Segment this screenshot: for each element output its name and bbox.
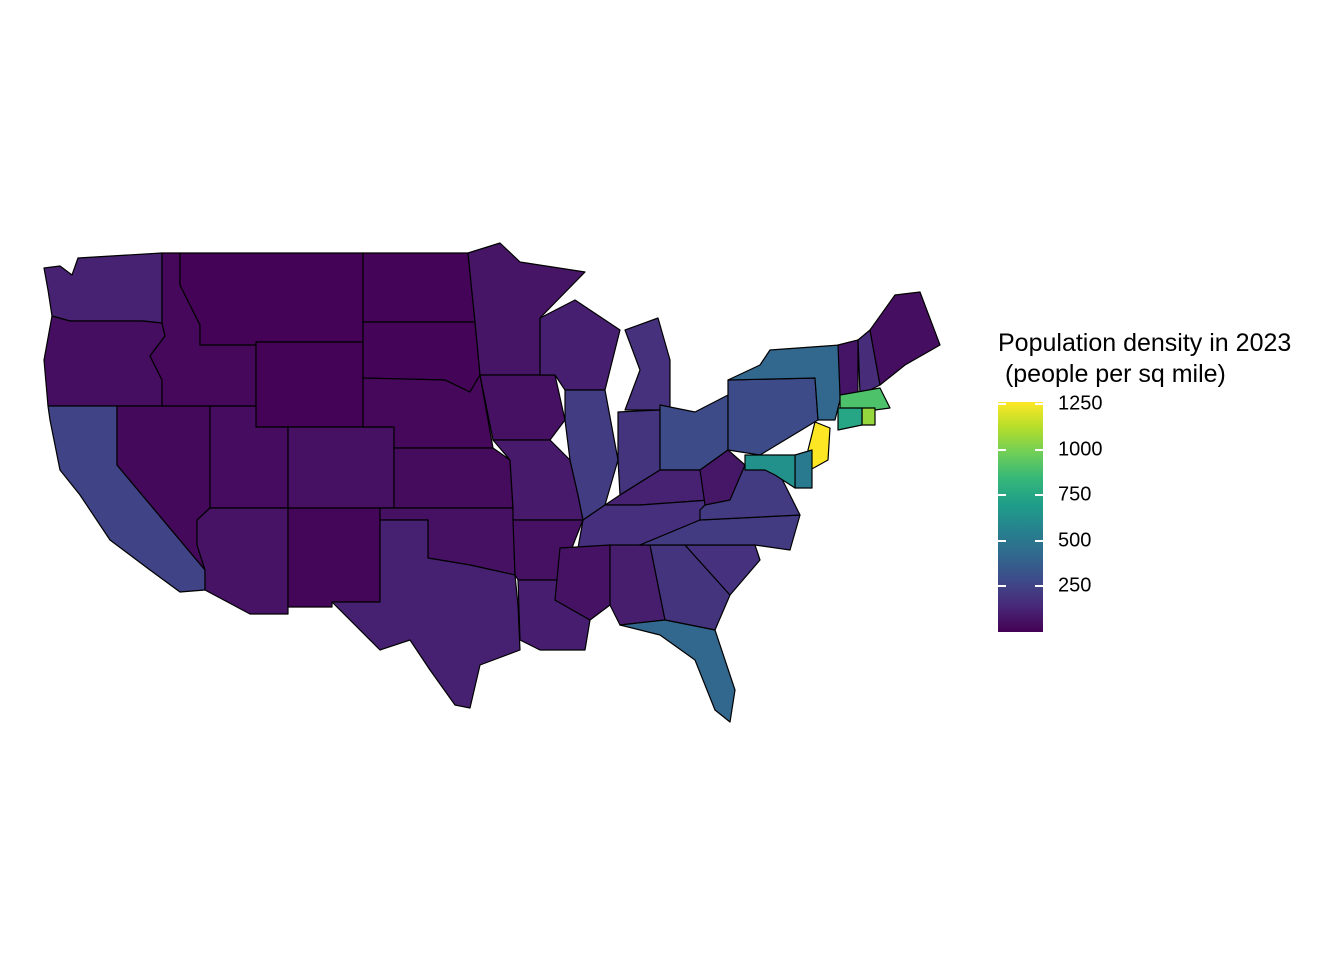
legend-tick-label: 1250 bbox=[1058, 392, 1103, 415]
legend-tick-mark bbox=[1035, 448, 1043, 451]
legend-tick-mark bbox=[1035, 403, 1043, 406]
legend-colorbar bbox=[998, 402, 1043, 632]
legend-tick-label: 500 bbox=[1058, 529, 1092, 552]
state-delaware bbox=[794, 449, 813, 489]
legend-tick-label: 1000 bbox=[1058, 438, 1103, 461]
state-massachusetts bbox=[839, 387, 891, 411]
legend-tick-mark bbox=[1035, 585, 1043, 588]
legend-tick-mark bbox=[998, 539, 1006, 542]
state-new-jersey bbox=[807, 421, 831, 471]
states-layer bbox=[43, 242, 941, 723]
state-iowa bbox=[479, 374, 566, 441]
legend-tick-label: 250 bbox=[1058, 574, 1092, 597]
state-michigan bbox=[624, 317, 671, 411]
state-washington bbox=[43, 252, 163, 324]
state-pennsylvania bbox=[727, 377, 819, 456]
legend-tick-mark bbox=[998, 494, 1006, 497]
state-connecticut bbox=[837, 407, 863, 431]
legend-tick-label: 750 bbox=[1058, 483, 1092, 506]
state-west-virginia bbox=[699, 449, 746, 506]
state-wyoming bbox=[255, 341, 364, 428]
state-north-dakota bbox=[362, 252, 476, 323]
state-florida bbox=[619, 619, 736, 723]
state-kansas bbox=[393, 447, 514, 509]
legend-tick-mark bbox=[1035, 539, 1043, 542]
legend-title: Population density in 2023 (people per s… bbox=[998, 329, 1292, 388]
state-maryland bbox=[744, 454, 796, 489]
state-new-mexico bbox=[287, 507, 381, 608]
state-mississippi bbox=[554, 544, 611, 621]
state-texas bbox=[331, 519, 521, 709]
legend-tick-mark bbox=[998, 403, 1006, 406]
state-oregon bbox=[43, 315, 166, 407]
legend-tick-mark bbox=[998, 585, 1006, 588]
state-rhode-island bbox=[861, 407, 876, 426]
legend-tick-mark bbox=[998, 448, 1006, 451]
state-montana bbox=[179, 252, 364, 346]
state-arizona bbox=[196, 507, 289, 615]
state-vermont bbox=[837, 339, 859, 396]
state-colorado bbox=[287, 426, 395, 509]
state-maine bbox=[869, 291, 941, 386]
legend-tick-mark bbox=[1035, 494, 1043, 497]
